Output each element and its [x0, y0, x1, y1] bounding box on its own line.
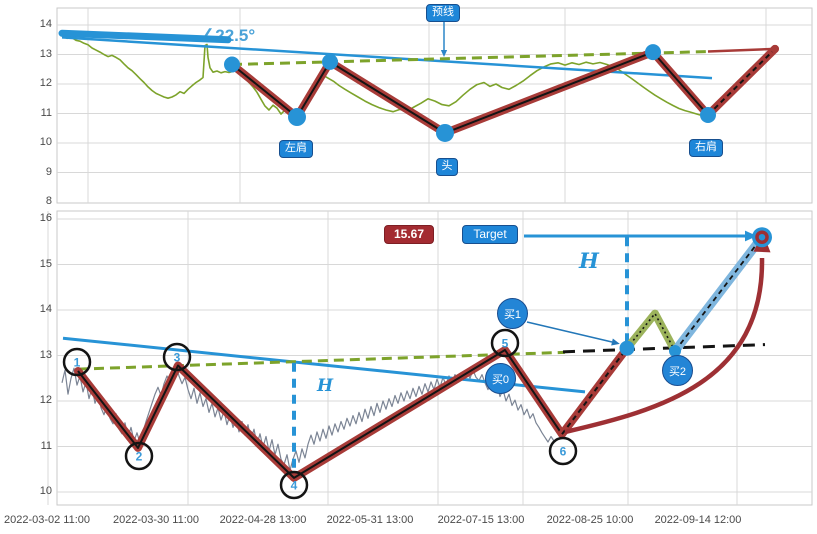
head-label[interactable]: 头: [436, 158, 458, 176]
vertex-dot: [322, 53, 338, 70]
pivot-number: 2: [136, 450, 143, 464]
x-tick-label: 2022-08-25 10:00: [546, 514, 634, 526]
pivot-ring[interactable]: [62, 347, 92, 377]
top-y-tick-label: 10: [39, 136, 52, 148]
top-y-tick-label: 9: [45, 165, 52, 178]
breakout-level-dashed: [562, 343, 766, 354]
angle-base-line: [58, 29, 232, 44]
pivot-ring[interactable]: [124, 441, 154, 471]
pivot-number: 6: [560, 445, 567, 459]
left-shoulder-label[interactable]: 左肩: [279, 140, 313, 158]
x-tick-label: 2022-03-02 11:00: [3, 514, 91, 526]
x-tick-label: 2022-09-14 12:00: [654, 514, 742, 526]
pivot-number: 4: [291, 479, 298, 493]
top-right-line: [707, 47, 776, 53]
pivot-ring[interactable]: [162, 342, 192, 372]
x-tick-label: 2022-07-15 13:00: [437, 514, 525, 526]
bottom-y-tick-label: 11: [40, 439, 52, 452]
top-y-tick-label: 14: [39, 18, 52, 30]
pivot-number: 3: [174, 351, 181, 365]
target-price-badge[interactable]: 15.67: [384, 225, 434, 244]
buy1-arrow: [526, 321, 613, 343]
target-label[interactable]: Target: [462, 225, 518, 244]
buy1-marker[interactable]: 买1: [497, 298, 528, 329]
top-y-tick-label: 11: [40, 106, 52, 119]
vertex-dot: [288, 108, 306, 127]
vertex-dot: [755, 230, 769, 244]
top-y-tick-label: 13: [39, 47, 52, 60]
vertex-dot: [436, 123, 454, 142]
bottom-y-tick-label: 14: [39, 303, 52, 315]
bottom-y-tick-label: 10: [39, 485, 52, 497]
angle-label: ∠22.5°: [200, 26, 256, 45]
wave-projection-band: [558, 344, 631, 439]
pivot-ring[interactable]: [279, 470, 309, 500]
x-tick-label: 2022-05-31 13:00: [326, 514, 414, 526]
vertex-dot: [752, 227, 772, 248]
pivot-number: 5: [502, 337, 509, 351]
support-dashed: [77, 350, 566, 371]
arrow-head-icon: [440, 50, 448, 57]
pivot-number: 1: [74, 356, 81, 370]
breakout-segment-core: [707, 48, 776, 116]
buy2-marker[interactable]: 买2: [662, 355, 693, 386]
price-line-top: [61, 35, 709, 118]
vertex-dot: [224, 56, 240, 73]
bottom-y-tick-label: 12: [39, 394, 52, 406]
neckline-label[interactable]: 预线: [426, 4, 460, 22]
vertex-dot: [669, 344, 681, 357]
pattern-zigzag-core: [231, 51, 709, 134]
retest-zigzag-band: [623, 309, 679, 355]
bottom-y-tick-label: 15: [39, 257, 52, 270]
vertex-dot: [619, 340, 635, 356]
top-y-tick-label: 12: [39, 77, 52, 89]
bottom-panel-frame: [56, 210, 813, 506]
neckline: [61, 36, 713, 80]
height-label-2: H: [579, 248, 599, 273]
wave-zigzag-core: [77, 349, 563, 479]
arrow-head-icon: [745, 230, 757, 242]
pivot-ring[interactable]: [490, 328, 520, 358]
right-shoulder-label[interactable]: 右肩: [689, 139, 723, 157]
vertex-dot: [771, 44, 779, 53]
height-label-1: H: [317, 376, 334, 396]
bottom-y-tick-label: 13: [39, 348, 52, 361]
top-y-tick-label: 8: [45, 195, 52, 207]
buy0-marker[interactable]: 买0: [485, 363, 516, 394]
vertex-dot: [645, 44, 661, 61]
bottom-y-tick-label: 16: [39, 212, 52, 224]
x-tick-label: 2022-03-30 11:00: [112, 514, 200, 526]
vertex-dot: [700, 106, 716, 123]
pivot-ring[interactable]: [548, 436, 578, 466]
x-tick-label: 2022-04-28 13:00: [219, 514, 307, 526]
arrow-head-icon: [611, 338, 620, 346]
projection-arc: [564, 257, 765, 435]
rally-projection-core: [674, 236, 763, 352]
